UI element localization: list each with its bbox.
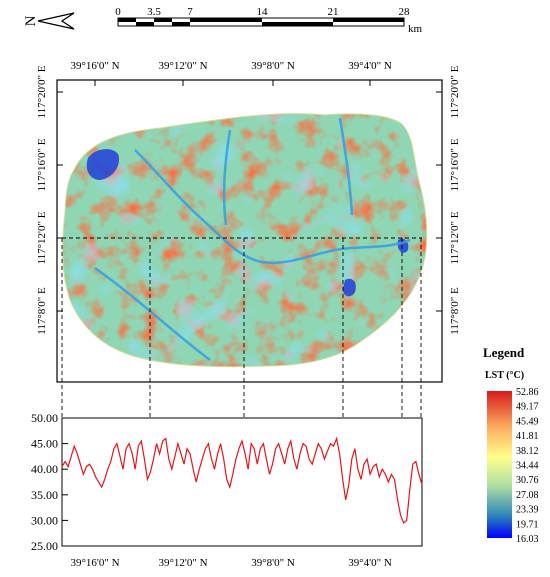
legend: Legend LST (°C) 52.86 49.17 45.49 41.81 … (483, 345, 539, 545)
legend-value-10: 16.03 (516, 534, 539, 545)
x-tick-label-0: 39°16'0" N (70, 557, 119, 569)
rivers (94, 117, 411, 361)
north-arrow-icon (37, 12, 75, 30)
north-arrow: N (23, 12, 75, 30)
map-top-label-2: 39°8'0" N (251, 60, 295, 72)
legend-colorbar (487, 391, 512, 538)
scale-tick-5: 28 (399, 6, 411, 18)
legend-value-0: 52.86 (516, 387, 539, 398)
y-tick-label-4: 30.00 (31, 513, 58, 527)
y-tick-label-5: 25.00 (31, 539, 58, 553)
y-tick-label-0: 50.00 (31, 411, 58, 425)
legend-value-1: 49.17 (516, 402, 539, 413)
legend-subtitle: LST (°C) (485, 370, 524, 381)
lst-profile-line (61, 436, 423, 525)
y-tick-label-1: 45.00 (31, 437, 58, 451)
scale-tick-1: 3.5 (147, 6, 161, 18)
legend-value-8: 23.39 (516, 505, 539, 516)
legend-title: Legend (483, 345, 525, 360)
scale-unit: km (408, 23, 423, 35)
legend-value-5: 34.44 (516, 461, 539, 472)
scale-tick-3: 14 (257, 6, 269, 18)
chart-y-axis (62, 417, 68, 547)
map-frame (56, 79, 443, 383)
map-left-label-0: 117°20'0" E (36, 65, 48, 118)
y-tick-label-2: 40.00 (31, 462, 58, 476)
y-tick-label-3: 35.00 (31, 488, 58, 502)
map-top-label-0: 39°16'0" N (70, 60, 119, 72)
legend-value-9: 19.71 (516, 519, 539, 530)
legend-value-7: 27.08 (516, 490, 539, 501)
x-tick-label-1: 39°12'0" N (158, 557, 207, 569)
map-top-label-1: 39°12'0" N (158, 60, 207, 72)
legend-value-2: 45.49 (516, 416, 539, 427)
city-boundary (62, 113, 428, 368)
legend-value-4: 38.12 (516, 446, 539, 457)
map-right-label-2: 117°12'0" E (449, 211, 461, 264)
lst-map (62, 113, 427, 367)
scale-bar: 0 3.5 7 14 21 28 km (115, 6, 422, 35)
scale-tick-0: 0 (115, 6, 121, 18)
map-right-label-1: 117°16'0" E (449, 138, 461, 191)
water-bodies (86, 149, 409, 297)
map-left-label-3: 117°8'0" E (36, 287, 48, 335)
map-right-label-0: 117°20'0" E (449, 65, 461, 118)
lst-profile-chart: 50.00 45.00 40.00 35.00 30.00 25.00 39°1… (31, 411, 423, 569)
legend-value-3: 41.81 (516, 431, 539, 442)
transect (61, 237, 422, 418)
map-top-label-3: 39°4'0" N (348, 60, 392, 72)
legend-value-6: 30.76 (516, 475, 539, 486)
map-left-label-2: 117°12'0" E (36, 211, 48, 264)
map-frame-ticks (57, 80, 442, 312)
map-left-label-1: 117°16'0" E (36, 138, 48, 191)
chart-frame (61, 417, 423, 547)
x-tick-label-3: 39°4'0" N (348, 557, 392, 569)
scale-tick-4: 21 (328, 6, 339, 18)
map-graticule-labels: 39°16'0" N 39°12'0" N 39°8'0" N 39°4'0" … (36, 60, 461, 335)
scale-tick-2: 7 (187, 6, 193, 18)
x-tick-label-2: 39°8'0" N (251, 557, 295, 569)
map-right-label-3: 117°8'0" E (449, 287, 461, 335)
north-arrow-letter: N (23, 15, 39, 26)
